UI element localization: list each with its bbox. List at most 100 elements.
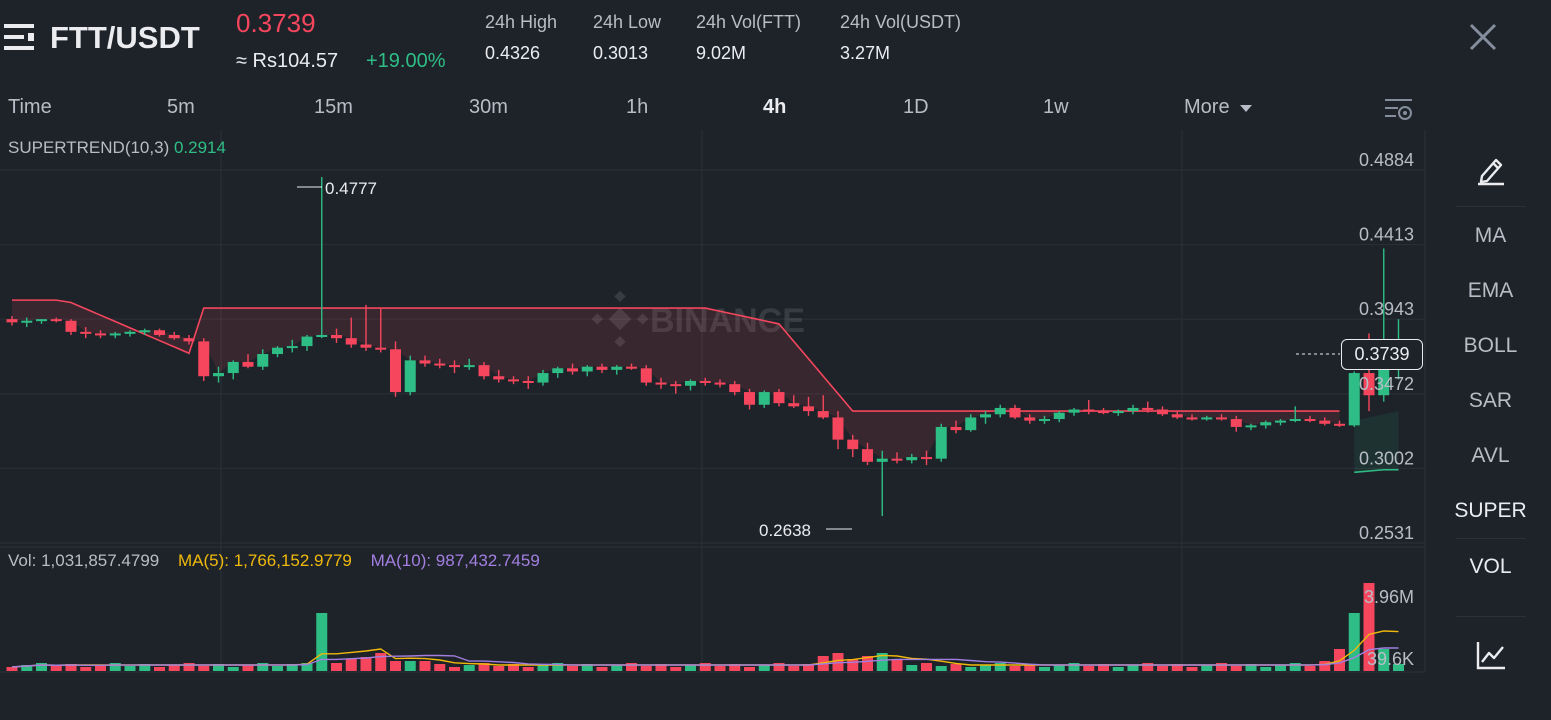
timeframe-more[interactable]: More <box>1184 96 1253 119</box>
candle <box>537 369 549 386</box>
menu-icon[interactable] <box>4 22 36 52</box>
side-item-vol[interactable]: VOL <box>1469 555 1512 578</box>
volume-bar <box>286 664 298 671</box>
stat-value: 3.27M <box>840 43 891 63</box>
volume-bar <box>1216 663 1227 671</box>
candle <box>109 331 121 339</box>
timeframe-1d[interactable]: 1D <box>903 96 929 118</box>
more-label: More <box>1184 96 1230 118</box>
last-price: 0.3739 <box>236 8 316 38</box>
volume-bar <box>345 659 357 671</box>
candle <box>198 338 210 381</box>
candle <box>419 355 431 367</box>
stat-label: 24h Vol(USDT) <box>840 12 962 32</box>
candlestick-chart[interactable]: BINANCE 0.48840.44130.39430.34720.30020.… <box>0 130 1430 675</box>
timeframe-15m[interactable]: 15m <box>314 96 353 118</box>
candle <box>1334 420 1345 427</box>
candle <box>921 450 932 465</box>
volume-bar <box>1319 661 1331 671</box>
volume-layer <box>6 583 1404 671</box>
volume-bar <box>1275 665 1286 671</box>
side-item-sar[interactable]: SAR <box>1468 389 1513 412</box>
candle <box>655 377 667 389</box>
volume-bar <box>1083 666 1095 671</box>
volume-bar <box>124 666 136 671</box>
candle <box>1304 415 1316 423</box>
volume-bar <box>1289 663 1301 671</box>
candle <box>65 319 77 336</box>
indicator-value: 0.2914 <box>173 138 226 157</box>
side-item-ma[interactable]: MA <box>1474 224 1507 247</box>
candle <box>758 390 770 408</box>
volume-bar <box>1009 666 1021 671</box>
volume-bar <box>876 653 888 671</box>
volume-bar <box>847 659 859 671</box>
candle <box>1216 414 1227 421</box>
timeframe-time[interactable]: Time <box>8 96 52 118</box>
volume-bar <box>65 664 77 671</box>
candle <box>552 366 564 378</box>
supertrend-label[interactable]: SUPERTREND(10,3) 0.2914 <box>8 138 226 158</box>
candle <box>1186 414 1198 421</box>
side-item-boll[interactable]: BOLL <box>1463 334 1518 357</box>
price-axis-label: 0.4413 <box>1359 225 1414 245</box>
candle <box>449 360 460 374</box>
volume-bar <box>508 664 519 671</box>
candle <box>1127 404 1139 415</box>
volume-bar <box>994 663 1006 671</box>
volume-bar <box>744 667 755 671</box>
candle <box>980 411 991 424</box>
candle <box>803 396 814 416</box>
volume-bar <box>537 665 549 671</box>
volume-bar <box>1053 665 1065 671</box>
candle <box>1319 417 1331 426</box>
candle <box>434 358 446 369</box>
price-axis-label: 0.3472 <box>1359 374 1414 394</box>
volume-bar <box>463 665 475 671</box>
candle <box>286 339 298 353</box>
candle <box>788 395 800 408</box>
timeframe-30m[interactable]: 30m <box>469 96 508 118</box>
volume-bar <box>272 666 283 671</box>
side-item-ema[interactable]: EMA <box>1467 279 1514 302</box>
candle <box>331 328 342 343</box>
volume-ma5-line <box>11 630 1399 668</box>
volume-bar <box>257 663 269 671</box>
volume-bar <box>611 665 623 671</box>
timeframe-5m[interactable]: 5m <box>167 96 195 118</box>
candle <box>729 380 741 396</box>
candle <box>847 434 859 458</box>
candle <box>345 317 357 348</box>
volume-bar <box>655 664 667 671</box>
volume-bar <box>139 664 151 671</box>
candle <box>1230 415 1242 432</box>
candle <box>463 358 475 370</box>
volume-ma-layer <box>11 630 1399 668</box>
volume-bar <box>80 667 92 671</box>
volume-bar <box>1393 664 1404 671</box>
chart-settings-icon[interactable] <box>1384 96 1414 122</box>
volume-bar <box>404 661 416 671</box>
trading-pair[interactable]: FTT/USDT <box>50 20 200 55</box>
volume-bar <box>685 665 696 671</box>
volume-bar <box>198 666 210 671</box>
volume-bar <box>109 663 121 671</box>
volume-bar <box>154 667 165 671</box>
side-item-avl[interactable]: AVL <box>1471 444 1510 467</box>
volume-bar <box>316 613 328 671</box>
timeframe-1h[interactable]: 1h <box>626 96 649 118</box>
volume-bar <box>950 664 962 671</box>
side-item-super[interactable]: SUPER <box>1454 499 1527 522</box>
volume-legend: Vol: 1,031,857.4799 MA(5): 1,766,152.977… <box>8 551 540 571</box>
pencil-draw-icon[interactable] <box>1474 152 1508 186</box>
line-chart-icon[interactable] <box>1474 638 1508 672</box>
close-icon[interactable] <box>1466 20 1500 54</box>
volume-bar <box>921 663 932 671</box>
volume-bar <box>1112 667 1124 671</box>
volume-bar <box>714 666 726 671</box>
stat-value: 0.3013 <box>593 43 649 63</box>
timeframe-1w[interactable]: 1w <box>1043 96 1069 118</box>
timeframe-4h[interactable]: 4h <box>763 96 787 118</box>
candle <box>272 346 283 358</box>
candle <box>1289 406 1301 423</box>
